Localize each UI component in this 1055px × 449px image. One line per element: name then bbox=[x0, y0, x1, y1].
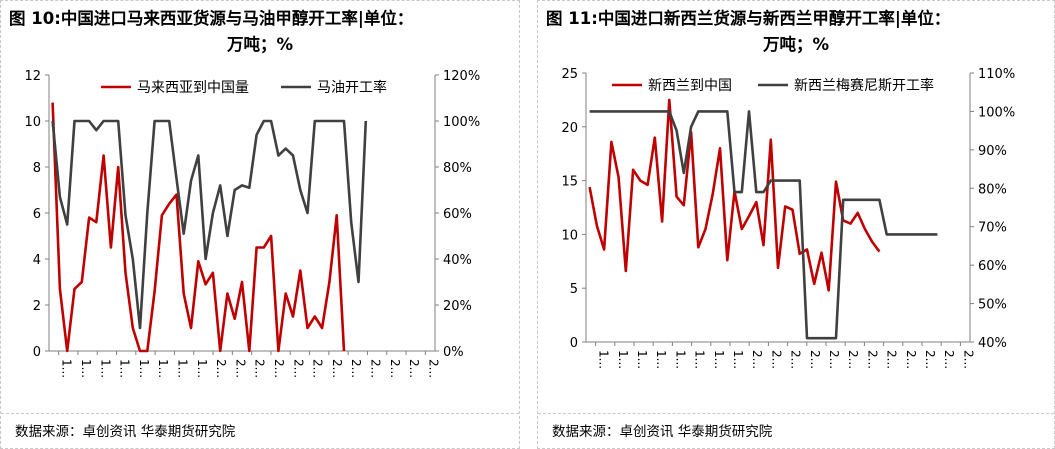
y-left-tick-label: 10 bbox=[561, 228, 578, 243]
y-left-tick-label: 20 bbox=[561, 121, 578, 136]
series-line-operating-rate bbox=[51, 119, 368, 330]
y-left-tick-label: 10 bbox=[24, 115, 41, 130]
series-line-operating-rate bbox=[589, 110, 938, 340]
x-tick-label: 2... bbox=[368, 359, 382, 378]
chart-title: 图 10:中国进口马来西亚货源与马油甲醇开工率|单位： 万吨；% bbox=[9, 6, 511, 58]
line-chart-newzealand: 0 5 10 15 20 25 40% 50% 60% 70% 80% 90% 100% 110% 1...… bbox=[561, 67, 1015, 369]
x-tick-label: 1... bbox=[635, 350, 649, 369]
x-tick-label: 2... bbox=[961, 350, 975, 369]
x-tick-label: 2... bbox=[865, 350, 879, 369]
y-right-tick-label: 40% bbox=[978, 336, 1007, 351]
x-tick-label: 2... bbox=[923, 350, 937, 369]
x-tick-label: 2... bbox=[291, 359, 305, 378]
y-left-tick-label: 5 bbox=[570, 282, 578, 297]
y-right-tick-label: 110% bbox=[978, 67, 1015, 82]
chart-title-line1: 图 11:中国进口新西兰货源与新西兰甲醇开工率|单位： bbox=[546, 6, 1046, 32]
y-left-tick-label: 6 bbox=[33, 207, 41, 222]
y-right-tick-label: 90% bbox=[978, 144, 1007, 159]
y-left-tick-label: 8 bbox=[33, 161, 41, 176]
chart-title-line2: 万吨；% bbox=[762, 35, 830, 54]
y-left-tick-label: 25 bbox=[561, 67, 578, 82]
x-tick-label: 2... bbox=[214, 359, 228, 378]
chart-panel-newzealand: 图 11:中国进口新西兰货源与新西兰甲醇开工率|单位： 万吨；% 0 5 10 15 2… bbox=[537, 0, 1055, 449]
x-tick-label: 1... bbox=[693, 350, 707, 369]
x-tick-label: 2... bbox=[827, 350, 841, 369]
x-tick-label: 1... bbox=[79, 359, 93, 378]
series-line-volume bbox=[588, 98, 881, 292]
x-tick-label: 2... bbox=[349, 359, 363, 378]
x-tick-label: 2... bbox=[808, 350, 822, 369]
figure-label: 图 10: bbox=[9, 9, 61, 28]
x-tick-label: 2... bbox=[311, 359, 325, 378]
y-left-tick-label: 15 bbox=[561, 175, 578, 190]
x-tick-label: 1... bbox=[60, 359, 74, 378]
x-tick-label: 1... bbox=[195, 359, 209, 378]
y-right-tick-label: 100% bbox=[978, 105, 1015, 120]
x-tick-label: 1... bbox=[118, 359, 132, 378]
source-divider bbox=[538, 413, 1054, 414]
x-tick-label: 1... bbox=[175, 359, 189, 378]
y-right-tick-label: 120% bbox=[443, 69, 480, 84]
figure-title: 中国进口新西兰货源与新西兰甲醇开工率|单位： bbox=[597, 9, 951, 28]
y-left-tick-label: 0 bbox=[33, 345, 41, 360]
x-tick-label: 2... bbox=[769, 350, 783, 369]
y-left-tick-label: 4 bbox=[33, 253, 41, 268]
chart-title-line1: 图 10:中国进口马来西亚货源与马油甲醇开工率|单位： bbox=[9, 6, 511, 32]
y-right-tick-label: 70% bbox=[978, 221, 1007, 236]
source-divider bbox=[1, 413, 519, 414]
data-source: 数据来源：卓创资讯 华泰期货研究院 bbox=[15, 424, 236, 440]
legend-label: 新西兰梅赛尼斯开工率 bbox=[794, 77, 934, 94]
y-right-tick-label: 0% bbox=[443, 345, 464, 360]
chart-panel-malaysia: 图 10:中国进口马来西亚货源与马油甲醇开工率|单位： 万吨；% 0 2 4 6 8 10… bbox=[0, 0, 520, 449]
x-tick-label: 2... bbox=[426, 359, 440, 378]
x-tick-label: 2... bbox=[750, 350, 764, 369]
x-tick-label: 1... bbox=[673, 350, 687, 369]
y-right-tick-label: 20% bbox=[443, 299, 472, 314]
chart-title-line2: 万吨；% bbox=[226, 35, 294, 54]
x-tick-label: 1... bbox=[616, 350, 630, 369]
y-right-tick-label: 60% bbox=[978, 259, 1007, 274]
y-right-tick-label: 80% bbox=[443, 161, 472, 176]
x-tick-label: 2... bbox=[388, 359, 402, 378]
legend-label: 马油开工率 bbox=[317, 79, 387, 96]
x-tick-label: 2... bbox=[330, 359, 344, 378]
y-right-tick-label: 40% bbox=[443, 253, 472, 268]
x-tick-label: 2... bbox=[789, 350, 803, 369]
y-right-tick-label: 100% bbox=[443, 115, 480, 130]
y-left-tick-label: 12 bbox=[24, 69, 41, 84]
x-tick-label: 2... bbox=[272, 359, 286, 378]
figure-title: 中国进口马来西亚货源与马油甲醇开工率|单位： bbox=[60, 9, 414, 28]
legend-label: 新西兰到中国 bbox=[648, 78, 732, 94]
x-tick-label: 1... bbox=[654, 350, 668, 369]
x-tick-label: 2... bbox=[942, 350, 956, 369]
series-line-volume bbox=[51, 102, 346, 353]
x-tick-label: 2... bbox=[885, 350, 899, 369]
x-tick-label: 1... bbox=[156, 359, 170, 378]
data-source: 数据来源：卓创资讯 华泰期货研究院 bbox=[552, 424, 773, 440]
legend-label: 马来西亚到中国量 bbox=[137, 80, 249, 96]
x-tick-label: 2... bbox=[846, 350, 860, 369]
chart-title: 图 11:中国进口新西兰货源与新西兰甲醇开工率|单位： 万吨；% bbox=[546, 6, 1046, 58]
y-right-tick-label: 60% bbox=[443, 207, 472, 222]
x-tick-label: 2... bbox=[407, 359, 421, 378]
x-tick-label: 1... bbox=[98, 359, 112, 378]
figure-label: 图 11: bbox=[546, 9, 598, 28]
x-tick-label: 1... bbox=[597, 350, 611, 369]
y-right-tick-label: 50% bbox=[978, 298, 1007, 313]
x-tick-label: 2... bbox=[233, 359, 247, 378]
x-tick-label: 1... bbox=[137, 359, 151, 378]
x-tick-label: 1... bbox=[731, 350, 745, 369]
x-tick-label: 2... bbox=[904, 350, 918, 369]
y-right-tick-label: 80% bbox=[978, 182, 1007, 197]
x-tick-label: 2... bbox=[253, 359, 267, 378]
y-left-tick-label: 0 bbox=[570, 336, 578, 351]
x-tick-label: 1... bbox=[712, 350, 726, 369]
y-left-tick-label: 2 bbox=[33, 299, 41, 314]
